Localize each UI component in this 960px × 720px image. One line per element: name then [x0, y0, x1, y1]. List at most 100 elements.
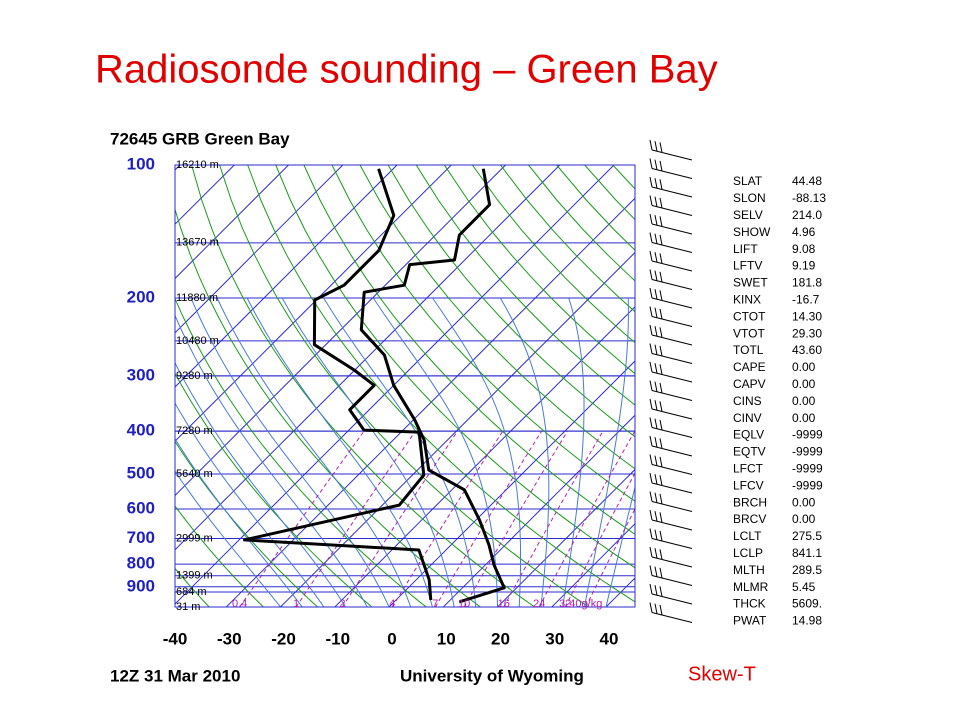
index-value: 841.1: [792, 546, 822, 560]
isotherm: [225, 197, 635, 607]
height-label: 10480 m: [176, 335, 219, 347]
barb-flag: [654, 400, 658, 411]
dry-adiabat: [175, 297, 427, 607]
dry-adiabat: [175, 440, 319, 607]
y-tick-label: 900: [127, 576, 155, 595]
barb-staff: [651, 445, 693, 457]
barb-flag: [649, 509, 653, 521]
index-name: LCLT: [733, 529, 762, 543]
index-value: -9999: [792, 461, 823, 475]
barb-flag: [659, 530, 663, 541]
index-name: CTOT: [733, 309, 766, 323]
barb-flag: [654, 566, 658, 577]
index-name: LCLP: [733, 546, 763, 560]
barb-flag: [649, 491, 653, 502]
barb-flag: [649, 361, 653, 373]
height-label: 31 m: [176, 601, 200, 613]
index-value: 181.8: [792, 276, 822, 290]
index-value: 29.30: [792, 326, 822, 340]
barb-flag: [649, 417, 653, 428]
barb-flag: [659, 253, 663, 264]
dry-adiabat: [753, 165, 960, 607]
isotherm: [334, 306, 635, 607]
index-name: LFCT: [733, 461, 764, 475]
barb-flag: [654, 585, 658, 596]
mixing-ratio-label: 16: [498, 598, 510, 610]
barb-flag: [654, 141, 658, 152]
height-label: 7280 m: [176, 425, 213, 437]
slide-title: Radiosonde sounding – Green Bay: [95, 48, 718, 92]
barb-staff: [651, 316, 693, 327]
index-value: 14.98: [792, 614, 822, 628]
dry-adiabat: [275, 165, 635, 569]
barb-flag: [654, 289, 658, 300]
barb-flag: [654, 455, 658, 466]
index-value: -9999: [792, 445, 823, 459]
barb-flag: [654, 418, 658, 429]
moist-adiabat: [583, 298, 629, 607]
mixing-ratio-line: [434, 430, 543, 607]
index-name: MLTH: [733, 563, 765, 577]
y-tick-label: 600: [127, 498, 155, 517]
moist-adiabat: [246, 297, 433, 607]
index-name: SHOW: [733, 225, 771, 239]
y-tick-label: 300: [127, 365, 155, 384]
mixing-ratio-line: [585, 507, 635, 607]
barb-flag: [659, 345, 663, 356]
barb-flag: [659, 475, 663, 486]
moist-adiabat: [562, 297, 585, 607]
mixing-ratio-label: 4: [389, 598, 395, 610]
plot-area: [175, 165, 960, 607]
y-tick-label: 800: [127, 554, 155, 573]
index-name: MLMR: [733, 580, 769, 594]
isotherm: [175, 165, 452, 442]
dry-adiabat: [471, 165, 635, 344]
isotherm: [175, 165, 506, 497]
barb-flag: [659, 160, 663, 171]
barb-flag: [659, 438, 663, 449]
index-value: 0.00: [792, 495, 816, 509]
index-value: 44.48: [792, 174, 822, 188]
height-label: 684 m: [176, 586, 207, 598]
index-value: 275.5: [792, 529, 822, 543]
barb-flag: [654, 178, 658, 189]
barb-flag: [654, 233, 658, 244]
index-value: 0.00: [792, 377, 816, 391]
height-label: 16210 m: [176, 159, 219, 171]
barb-staff: [651, 501, 693, 512]
barb-staff: [651, 390, 693, 401]
y-tick-label: 400: [127, 421, 155, 440]
barb-staff: [651, 149, 693, 161]
index-name: CINS: [733, 394, 762, 408]
dry-adiabat: [175, 207, 481, 607]
mixing-ratio-label: 7: [432, 598, 438, 610]
index-value: 0.00: [792, 512, 816, 526]
barb-flag: [654, 437, 658, 448]
barb-flag: [659, 216, 663, 227]
isotherm: [497, 468, 635, 607]
source-label: University of Wyoming: [400, 666, 584, 685]
chart-title: 72645 GRB Green Bay: [110, 129, 290, 148]
index-value: 9.08: [792, 242, 816, 256]
barb-flag: [659, 327, 663, 338]
index-value: 43.60: [792, 343, 822, 357]
barb-flag: [659, 456, 663, 467]
plot-frame: [174, 164, 636, 608]
barb-flag: [654, 196, 658, 207]
moist-adiabat: [323, 297, 477, 607]
barb-staff: [651, 593, 693, 605]
barb-flag: [649, 583, 653, 595]
barb-flag: [649, 454, 653, 465]
mixing-ratio-line: [538, 430, 635, 607]
height-label: 11880 m: [176, 292, 218, 304]
index-value: -88.13: [792, 191, 826, 205]
barb-flag: [649, 546, 653, 558]
barb-flag: [659, 271, 663, 282]
index-name: SLAT: [733, 174, 763, 188]
index-value: 0.00: [792, 411, 816, 425]
x-tick-label: 0: [387, 629, 396, 648]
mixing-ratio-label: 0.4: [232, 598, 247, 610]
isotherm: [175, 165, 398, 388]
dry-adiabat: [443, 165, 635, 375]
isotherm: [175, 165, 615, 605]
